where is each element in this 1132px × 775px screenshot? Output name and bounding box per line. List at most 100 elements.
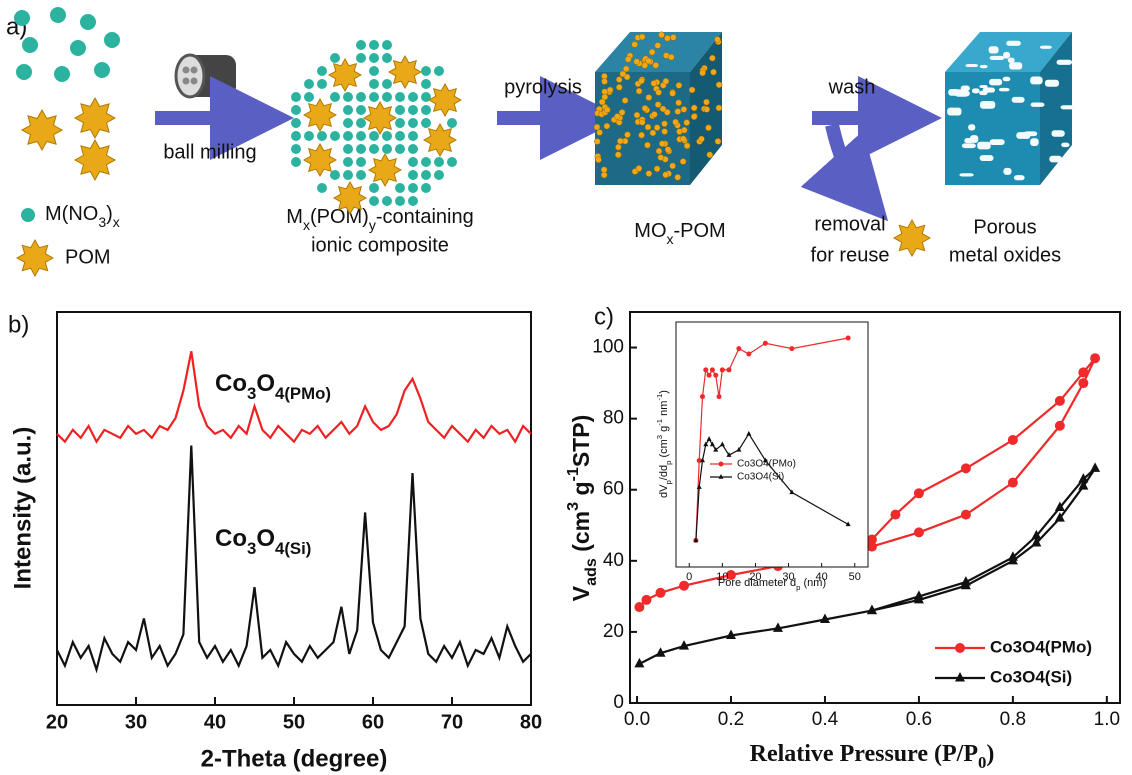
particle [604,106,611,114]
ion-icon [408,144,418,154]
pore [1030,138,1039,147]
marker [736,446,742,452]
ion-icon [382,196,392,206]
pore [947,107,962,116]
ion-icon [80,14,96,30]
marker [719,367,725,373]
marker [713,446,719,452]
particle [709,54,716,62]
pore [1003,51,1011,59]
particle [650,80,658,87]
ion-icon [421,105,431,115]
marker [703,367,709,373]
panel-label: c) [594,303,614,330]
particle [601,93,609,101]
particle [662,171,669,179]
stage-label: Mx(POM)y-containing [286,206,473,232]
pore [970,135,979,143]
ion-icon [382,79,392,89]
line [56,351,532,444]
ion-icon [408,131,418,141]
ion-icon [421,118,431,128]
particle [638,33,646,41]
ball-mill-icon [174,53,236,99]
particle [698,135,705,143]
particle [624,131,631,138]
marker [772,622,783,632]
particle [654,101,662,108]
step-label: wash [828,76,876,98]
ion-icon [317,79,327,89]
x-tick-label: 20 [46,711,68,733]
particle [638,119,646,126]
panel-b: b) Co3O4(PMo) Co3O4(Si) 2-Theta (degree)… [8,311,542,772]
particle [664,109,671,116]
particle [593,123,601,131]
particle [644,123,652,131]
y-tick-label: 20 [603,621,624,642]
marker [890,509,901,520]
x-tick-label: 0.2 [718,709,744,730]
ion-icon [356,157,366,167]
marker [866,534,877,545]
marker [719,441,725,447]
pom-icon [73,138,117,182]
x-tick-label: 0.4 [812,709,839,730]
particle [600,171,608,179]
x-tick-label: 30 [125,711,147,733]
pore [989,139,1005,145]
particle [706,151,714,159]
pore [979,85,988,89]
y-tick-label: 0 [613,692,624,713]
x-tick-label: 50 [849,571,861,583]
particle [714,36,721,43]
particle [705,124,712,132]
marker [1090,462,1101,472]
x-axis-title: Relative Pressure (P/P0) [750,741,995,773]
marker [655,587,666,598]
particle [601,78,608,85]
y-tick-label: 80 [603,408,624,429]
stage-label: Porous [973,216,1036,238]
ion-icon [317,183,327,193]
pore [1006,40,1021,46]
ion-icon [395,196,405,206]
ion-icon [369,144,379,154]
marker [746,351,752,357]
annotation: Co3O4(PMo) [215,370,331,403]
particle [715,104,723,112]
pom-icon [73,96,117,140]
ion-icon [408,118,418,128]
ion-icon [369,79,379,89]
pore [988,46,999,54]
particle [690,104,698,112]
marker [1090,353,1101,364]
pore [1002,76,1011,82]
x-tick-label: 10 [716,571,728,583]
ion-icon [395,131,405,141]
ion-icon [330,131,340,141]
x-tick-label: 0.6 [906,709,932,730]
x-tick-label: 1.0 [1094,709,1120,730]
panel-c: c) Relative Pressure (P/P0) Vads (cm3 g-… [564,303,1121,773]
pore [1030,76,1043,85]
pore [989,78,1003,86]
ion-icon [382,131,392,141]
ion-icon [356,40,366,50]
particle [644,141,651,149]
particle [595,156,602,163]
particle [680,135,687,143]
ion-icon [343,131,353,141]
marker [679,580,690,591]
pom-icon [15,238,55,278]
marker [960,509,971,520]
x-tick-label: 70 [441,711,463,733]
pore [1003,167,1012,175]
stage-label: metal oxides [949,244,1061,266]
marker [1007,551,1018,561]
particle [675,82,683,89]
panel-a: a) ball milling pyrolysis wash M(NO3)x P… [6,7,1076,278]
ion-icon [330,170,340,180]
marker [706,372,712,378]
